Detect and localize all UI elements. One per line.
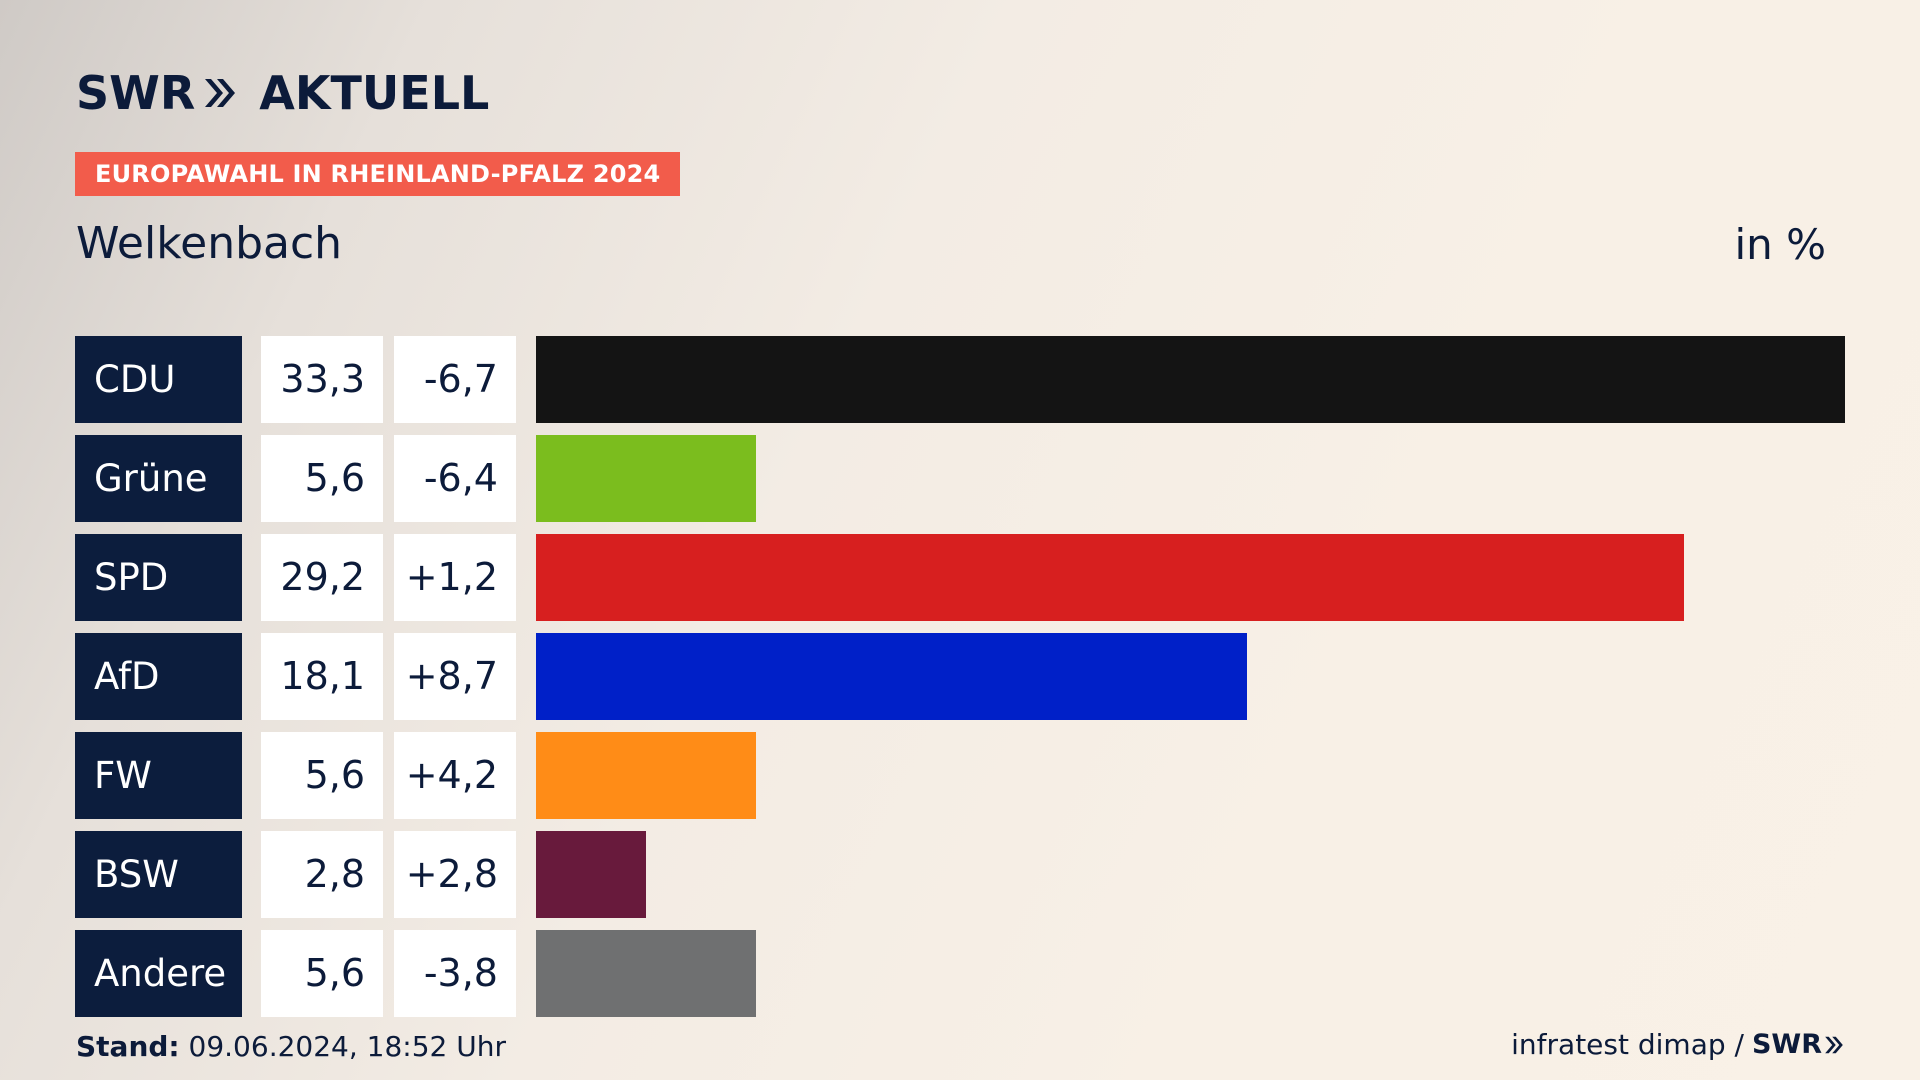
party-label: CDU bbox=[75, 336, 242, 423]
party-label: SPD bbox=[75, 534, 242, 621]
result-row: BSW 2,8 +2,8 bbox=[75, 831, 1845, 918]
source-brand-text: SWR bbox=[1751, 1029, 1822, 1060]
logo-product: AKTUELL bbox=[259, 66, 490, 120]
change-label: +2,8 bbox=[394, 831, 516, 918]
vote-share-bar bbox=[536, 831, 646, 918]
vote-share-bar bbox=[536, 633, 1247, 720]
change-label: +4,2 bbox=[394, 732, 516, 819]
change-label: -3,8 bbox=[394, 930, 516, 1017]
change-label: -6,7 bbox=[394, 336, 516, 423]
double-chevron-icon bbox=[1825, 1036, 1843, 1053]
vote-share-label: 33,3 bbox=[261, 336, 383, 423]
swr-aktuell-logo: SWR AKTUELL bbox=[76, 66, 489, 120]
party-label: Grüne bbox=[75, 435, 242, 522]
result-row: Andere 5,6 -3,8 bbox=[75, 930, 1845, 1017]
party-label: Andere bbox=[75, 930, 242, 1017]
change-label: +8,7 bbox=[394, 633, 516, 720]
result-row: AfD 18,1 +8,7 bbox=[75, 633, 1845, 720]
result-row: FW 5,6 +4,2 bbox=[75, 732, 1845, 819]
vote-share-bar bbox=[536, 930, 756, 1017]
unit-label: in % bbox=[1734, 220, 1826, 269]
stand-value: 09.06.2024, 18:52 Uhr bbox=[188, 1030, 506, 1063]
result-row: Grüne 5,6 -6,4 bbox=[75, 435, 1845, 522]
change-label: -6,4 bbox=[394, 435, 516, 522]
vote-share-label: 29,2 bbox=[261, 534, 383, 621]
vote-share-label: 2,8 bbox=[261, 831, 383, 918]
party-label: AfD bbox=[75, 633, 242, 720]
double-chevron-icon bbox=[205, 79, 236, 107]
vote-share-label: 18,1 bbox=[261, 633, 383, 720]
vote-share-bar bbox=[536, 435, 756, 522]
vote-share-label: 5,6 bbox=[261, 732, 383, 819]
timestamp: Stand: 09.06.2024, 18:52 Uhr bbox=[76, 1030, 506, 1063]
vote-share-label: 5,6 bbox=[261, 930, 383, 1017]
vote-share-bar bbox=[536, 336, 1845, 423]
source-text: infratest dimap / bbox=[1511, 1028, 1744, 1061]
logo-brand: SWR bbox=[76, 66, 196, 120]
vote-share-bar bbox=[536, 534, 1684, 621]
party-label: BSW bbox=[75, 831, 242, 918]
stand-label: Stand: bbox=[76, 1030, 180, 1063]
result-row: SPD 29,2 +1,2 bbox=[75, 534, 1845, 621]
vote-share-bar bbox=[536, 732, 756, 819]
party-label: FW bbox=[75, 732, 242, 819]
region-title: Welkenbach bbox=[76, 218, 343, 269]
election-tag: EUROPAWAHL IN RHEINLAND-PFALZ 2024 bbox=[75, 152, 681, 196]
source-brand-logo: SWR bbox=[1752, 1029, 1844, 1060]
change-label: +1,2 bbox=[394, 534, 516, 621]
result-row: CDU 33,3 -6,7 bbox=[75, 336, 1845, 423]
source-credit: infratest dimap / SWR bbox=[1511, 1028, 1844, 1061]
vote-share-label: 5,6 bbox=[261, 435, 383, 522]
